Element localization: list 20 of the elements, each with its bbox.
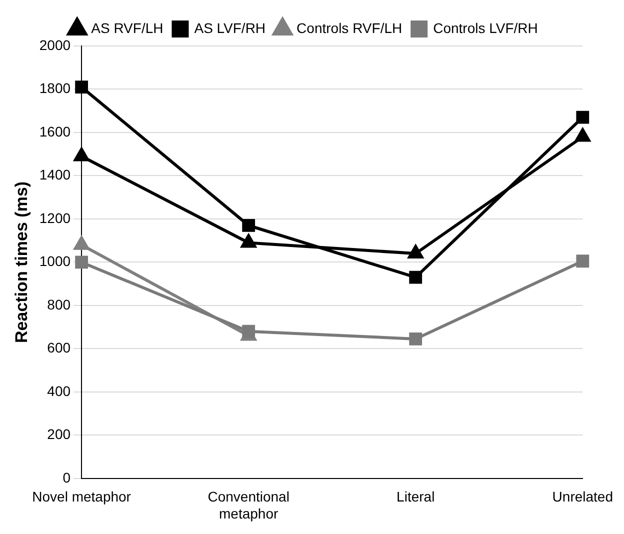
y-tick-label: 1400 <box>39 166 71 183</box>
y-tick-label: 2000 <box>39 36 71 53</box>
x-tick-label: Unrelated <box>552 488 613 505</box>
x-tick-label: Novel metaphor <box>32 488 132 505</box>
legend-label: Controls LVF/RH <box>433 20 538 36</box>
y-tick-label: 1800 <box>39 80 71 96</box>
legend-label: AS LVF/RH <box>194 20 266 36</box>
y-tick-label: 0 <box>62 469 71 486</box>
y-tick-label: 800 <box>47 296 71 312</box>
y-tick-label: 1200 <box>39 210 71 226</box>
y-tick-label: 400 <box>47 382 71 399</box>
y-tick-label: 1000 <box>39 253 71 270</box>
x-tick-label: Literal <box>396 488 435 505</box>
y-tick-label: 600 <box>47 340 71 356</box>
x-tick-label: Conventional metaphor <box>208 488 290 522</box>
y-axis-title: Reaction times (ms) <box>12 181 31 343</box>
legend-label: Controls RVF/LH <box>296 20 402 36</box>
y-tick-label: 200 <box>47 426 71 442</box>
y-tick-label: 1600 <box>39 123 71 140</box>
legend-label: AS RVF/LH <box>91 20 164 36</box>
